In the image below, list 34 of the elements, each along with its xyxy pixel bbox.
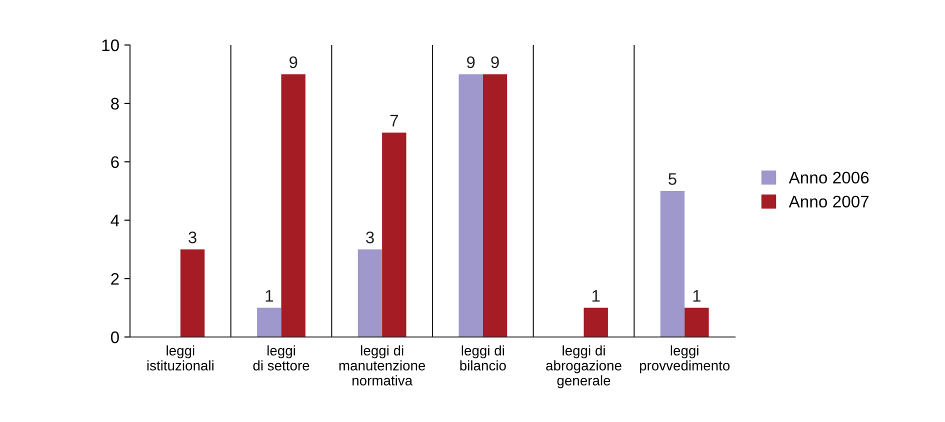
y-tick-label: 8: [111, 98, 119, 110]
y-tick-label: 2: [111, 273, 119, 285]
data-label: 3: [366, 232, 374, 244]
data-label: 1: [266, 290, 273, 302]
y-tick-label: 4: [110, 214, 120, 226]
legend-label: Anno 2006: [788, 172, 869, 184]
data-label: 9: [289, 56, 298, 68]
data-label: 9: [491, 56, 499, 68]
data-label: 1: [592, 290, 600, 302]
bar: [482, 74, 508, 337]
legend-label: Anno 2007: [788, 196, 869, 208]
data-label: 7: [390, 114, 398, 126]
x-tick-label: leggi di bilancio: [460, 345, 506, 370]
x-tick-label: leggi provvedimento: [640, 345, 730, 374]
bar: [458, 74, 483, 337]
data-label: 5: [668, 173, 676, 185]
x-tick-label: leggi di manutenzione normativa: [339, 345, 426, 386]
bar: [281, 74, 306, 337]
bar: [257, 308, 282, 337]
data-label: 9: [466, 56, 475, 68]
x-tick-label: leggi istituzionali: [147, 345, 214, 370]
bar: [660, 191, 685, 337]
y-tick-label: 6: [111, 156, 119, 168]
y-tick-label: 10: [102, 39, 119, 52]
y-tick-label: 0: [110, 331, 119, 344]
bar: [584, 308, 608, 337]
x-tick-label: leggi di settore: [253, 345, 310, 370]
data-label: 3: [188, 232, 196, 244]
x-tick-label: leggi di abrogazione generale: [546, 345, 622, 388]
bar: [684, 308, 709, 337]
bar: [180, 249, 205, 337]
data-label: 1: [693, 290, 701, 302]
bar: [382, 132, 406, 337]
bar: [358, 249, 382, 337]
